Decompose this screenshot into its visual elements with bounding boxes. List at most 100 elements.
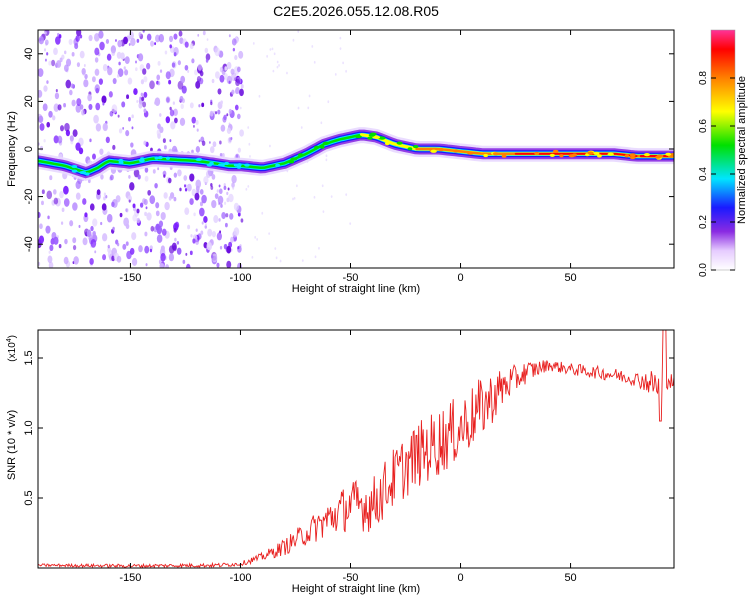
noise-speck [126, 94, 130, 100]
snr-x-ticks: -150 -100 -50 0 50 [119, 330, 577, 584]
noise-speck [39, 145, 44, 151]
noise-speck [102, 63, 108, 72]
noise-speck [94, 68, 100, 76]
noise-speck [220, 100, 223, 105]
noise-speck [216, 262, 220, 268]
snr-exponent-label: (x104) [6, 335, 18, 362]
noise-speck [184, 187, 188, 192]
noise-speck [105, 136, 110, 144]
noise-speck [43, 138, 46, 143]
noise-speck [237, 147, 242, 153]
noise-speck [138, 245, 143, 253]
noise-speck [231, 38, 237, 46]
noise-speck [83, 64, 86, 67]
noise-speck [122, 126, 125, 130]
noise-speck [102, 254, 107, 261]
noise-speck [228, 108, 232, 114]
noise-speck [38, 235, 45, 244]
noise-speck [187, 224, 191, 230]
noise-speck [44, 58, 47, 62]
noise-speck [198, 139, 201, 143]
noise-speck [46, 190, 53, 200]
noise-speck [117, 68, 124, 77]
ridge-blob [643, 152, 651, 157]
noise-speck [229, 213, 234, 220]
noise-speck [118, 61, 121, 66]
snr-exponent-close: ) [7, 335, 18, 338]
ridge-blob [587, 151, 594, 155]
noise-speck [47, 255, 53, 264]
noise-speck [268, 232, 271, 236]
snr-panel: -150 -100 -50 0 50 0.5 1.0 1.5 Height of strai… [6, 329, 675, 595]
noise-speck [248, 142, 251, 146]
noise-speck [82, 237, 88, 246]
noise-speck [127, 77, 133, 85]
noise-speck [173, 108, 178, 117]
noise-speck [159, 263, 166, 268]
noise-speck [176, 247, 182, 255]
noise-speck [225, 213, 229, 218]
noise-speck [143, 108, 147, 113]
noise-speck [169, 44, 172, 49]
noise-speck [143, 91, 148, 98]
noise-speck [116, 74, 120, 78]
spectrogram-panel: -150 -100 -50 0 50 -40 -20 0 20 40 Height of str… [6, 29, 675, 295]
noise-speck [38, 211, 41, 218]
noise-speck [171, 242, 177, 251]
noise-speck [53, 236, 59, 245]
noise-speck [211, 199, 217, 209]
noise-speck [325, 158, 328, 162]
ridge-blob [314, 145, 320, 149]
ridge-blob [223, 161, 230, 166]
ridge-blob [501, 154, 507, 158]
noise-speck [131, 232, 137, 241]
noise-speck [100, 174, 104, 180]
noise-speck [64, 122, 70, 132]
noise-speck [155, 223, 160, 231]
noise-speck [65, 79, 72, 89]
noise-speck [307, 106, 310, 110]
spectrogram-x-axis-label: Height of straight line (km) [292, 283, 420, 295]
ridge-blob [378, 136, 386, 140]
noise-speck [239, 88, 244, 97]
noise-speck [313, 195, 316, 199]
noise-speck [168, 35, 174, 43]
noise-speck [158, 33, 165, 43]
noise-speck [191, 58, 195, 64]
noise-speck [308, 94, 311, 98]
ridge-blob [369, 132, 377, 136]
noise-speck [278, 63, 280, 67]
x-tick-label: -150 [119, 572, 141, 584]
noise-speck [71, 99, 76, 107]
noise-speck [144, 245, 150, 254]
noise-speck [102, 102, 105, 106]
noise-speck [228, 122, 231, 126]
noise-speck [142, 30, 145, 33]
noise-speck [91, 76, 96, 83]
noise-speck [217, 88, 222, 95]
x-tick-label: -100 [229, 572, 251, 584]
noise-speck [195, 81, 201, 89]
noise-speck [143, 76, 148, 83]
noise-speck [111, 50, 116, 56]
noise-speck [293, 196, 296, 200]
colorbar: 0.0 0.2 0.4 0.6 0.8 Normalized spectral ampl… [698, 29, 748, 277]
noise-speck [197, 33, 200, 37]
noise-speck [38, 35, 45, 45]
ridge-blob [118, 158, 124, 163]
noise-speck [102, 122, 108, 132]
noise-speck [218, 218, 221, 222]
noise-speck [46, 121, 51, 128]
noise-speck [65, 58, 72, 67]
noise-speck [247, 126, 250, 129]
noise-speck [339, 47, 342, 51]
noise-speck [142, 68, 147, 75]
noise-speck [194, 192, 200, 201]
snr-y-ticks: 0.5 1.0 1.5 [23, 350, 674, 506]
noise-speck [213, 215, 219, 223]
noise-speck [211, 254, 214, 259]
noise-speck [221, 69, 226, 76]
noise-speck [204, 47, 209, 54]
ridge-blob [467, 151, 474, 155]
ridge-blob [607, 152, 614, 156]
